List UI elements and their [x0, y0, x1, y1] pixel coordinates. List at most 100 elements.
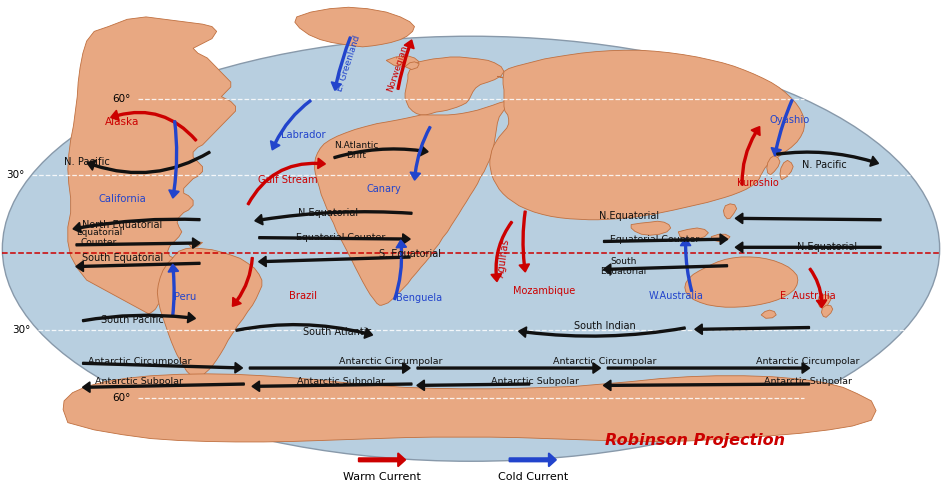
Text: 30°: 30° [12, 325, 30, 335]
Text: Robinson Projection: Robinson Projection [605, 433, 786, 448]
Text: Antarctic Subpolar: Antarctic Subpolar [95, 377, 184, 386]
FancyArrowPatch shape [492, 222, 512, 281]
FancyArrowPatch shape [270, 100, 311, 150]
FancyArrowPatch shape [170, 121, 179, 198]
Text: S. Equatorial: S. Equatorial [379, 249, 441, 258]
FancyArrowPatch shape [169, 265, 178, 316]
FancyArrowPatch shape [248, 158, 325, 205]
Text: Antarctic Circumpolar: Antarctic Circumpolar [88, 357, 191, 366]
Text: 60°: 60° [112, 394, 131, 403]
FancyArrowPatch shape [83, 313, 195, 322]
FancyArrowPatch shape [519, 211, 529, 271]
Text: Kuroshio: Kuroshio [738, 178, 779, 187]
FancyArrowPatch shape [608, 363, 809, 373]
FancyArrowPatch shape [604, 381, 809, 390]
Text: South Atlantic: South Atlantic [302, 327, 372, 337]
Polygon shape [761, 310, 776, 318]
Text: N. Pacific: N. Pacific [64, 157, 109, 167]
FancyArrowPatch shape [252, 382, 412, 391]
Text: Antarctic Subpolar: Antarctic Subpolar [297, 377, 385, 386]
FancyArrowPatch shape [777, 151, 878, 166]
Text: Antarctic Subpolar: Antarctic Subpolar [491, 377, 579, 386]
FancyArrowPatch shape [604, 234, 727, 244]
Text: 60°: 60° [112, 94, 131, 104]
Text: N.Equatorial: N.Equatorial [797, 242, 857, 252]
Polygon shape [490, 50, 804, 220]
Text: Equatorial Counter: Equatorial Counter [297, 233, 385, 242]
Polygon shape [157, 248, 262, 379]
FancyArrowPatch shape [255, 211, 412, 225]
Polygon shape [295, 7, 414, 47]
FancyArrowPatch shape [334, 146, 428, 158]
Text: Warm Current: Warm Current [343, 472, 421, 482]
Polygon shape [767, 156, 780, 175]
FancyArrowPatch shape [519, 327, 685, 337]
Text: North Equatorial: North Equatorial [82, 220, 163, 230]
Polygon shape [177, 383, 188, 387]
Text: Peru: Peru [174, 292, 197, 302]
Polygon shape [631, 221, 671, 235]
Text: Antarctic Circumpolar: Antarctic Circumpolar [553, 357, 657, 366]
Text: Oyashio: Oyashio [770, 115, 809, 125]
Polygon shape [685, 257, 798, 307]
Polygon shape [63, 374, 876, 442]
FancyArrowPatch shape [510, 454, 556, 466]
FancyArrowPatch shape [359, 454, 405, 466]
FancyArrowPatch shape [76, 238, 200, 248]
Text: Alaska: Alaska [106, 117, 139, 127]
Polygon shape [821, 305, 833, 317]
FancyArrowPatch shape [741, 127, 760, 185]
Text: Cold Current: Cold Current [497, 472, 568, 482]
Text: N.Atlantic
Drift: N.Atlantic Drift [333, 141, 379, 160]
FancyArrowPatch shape [76, 261, 200, 271]
Polygon shape [386, 56, 419, 67]
Text: E. Australia: E. Australia [780, 291, 836, 300]
FancyArrowPatch shape [604, 264, 727, 274]
Polygon shape [198, 250, 209, 254]
FancyArrowPatch shape [233, 258, 253, 306]
FancyArrowPatch shape [250, 363, 410, 373]
Text: Labrador: Labrador [281, 130, 326, 140]
FancyArrowPatch shape [259, 256, 410, 266]
FancyArrowPatch shape [83, 383, 244, 392]
Text: Canary: Canary [367, 185, 401, 194]
Polygon shape [780, 160, 793, 180]
Text: Antarctic Subpolar: Antarctic Subpolar [764, 377, 853, 386]
Text: W.Australia: W.Australia [649, 291, 704, 300]
Polygon shape [405, 62, 419, 70]
Polygon shape [818, 295, 831, 309]
Text: Antarctic Circumpolar: Antarctic Circumpolar [339, 357, 443, 366]
Text: California: California [99, 194, 146, 204]
Text: N. Pacific: N. Pacific [802, 160, 847, 170]
Text: Gulf Stream: Gulf Stream [258, 175, 318, 185]
FancyArrowPatch shape [332, 37, 351, 90]
Polygon shape [711, 234, 730, 242]
Text: Brazil: Brazil [289, 291, 317, 300]
FancyArrowPatch shape [736, 213, 881, 223]
Polygon shape [68, 17, 236, 314]
Ellipse shape [3, 36, 939, 461]
Text: South Pacific: South Pacific [101, 315, 163, 325]
Text: Mozambique: Mozambique [513, 286, 576, 296]
FancyArrowPatch shape [736, 242, 881, 252]
FancyArrowPatch shape [394, 241, 406, 299]
Text: E. Greenland: E. Greenland [335, 35, 362, 93]
Polygon shape [495, 145, 514, 178]
Text: Norwegian: Norwegian [385, 44, 410, 93]
Text: N.Equatorial: N.Equatorial [298, 209, 358, 218]
FancyArrowPatch shape [417, 363, 600, 373]
FancyArrowPatch shape [259, 234, 410, 244]
FancyArrowPatch shape [411, 127, 430, 180]
Text: Antarctic Circumpolar: Antarctic Circumpolar [756, 357, 860, 366]
Text: South Equatorial: South Equatorial [82, 254, 163, 263]
FancyArrowPatch shape [417, 381, 529, 390]
Polygon shape [315, 76, 514, 305]
Text: Agulhas: Agulhas [496, 238, 512, 279]
FancyArrowPatch shape [398, 40, 414, 89]
Text: South
Equatorial: South Equatorial [600, 257, 647, 276]
Text: Benguela: Benguela [397, 294, 442, 303]
Text: Equatorial Counter: Equatorial Counter [610, 235, 699, 243]
FancyArrowPatch shape [809, 269, 826, 307]
Text: South Indian: South Indian [574, 321, 636, 331]
Text: 30°: 30° [6, 170, 24, 180]
